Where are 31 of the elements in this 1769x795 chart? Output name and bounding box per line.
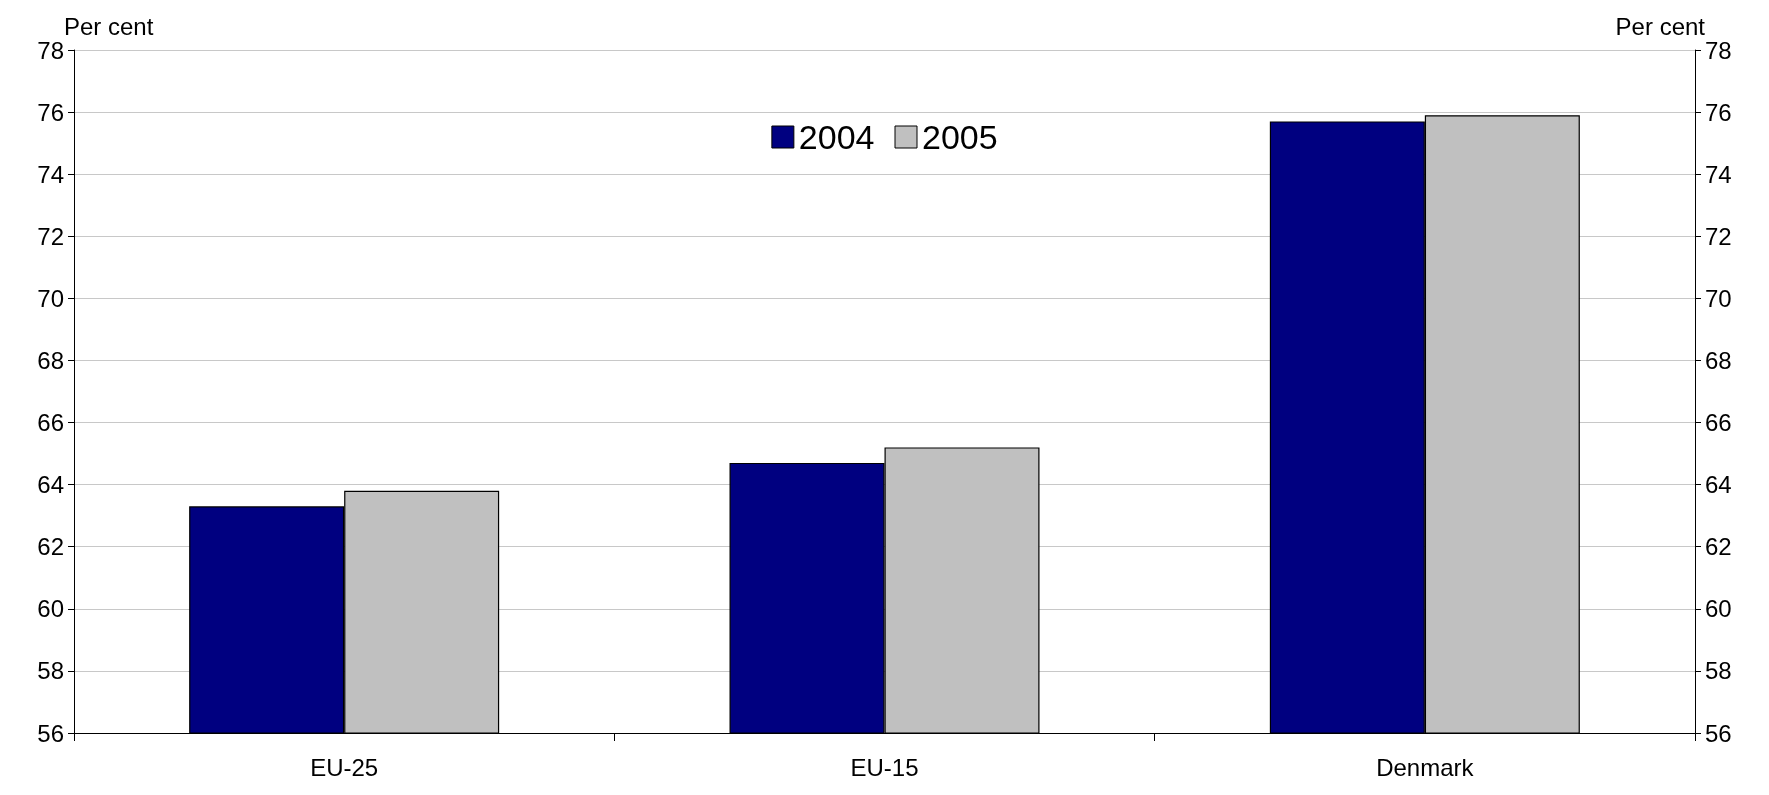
y2-tick-label: 56 (1705, 719, 1732, 747)
y2-tick-label: 68 (1705, 346, 1732, 374)
legend-label: 2004 (798, 118, 875, 156)
y2-tick-label: 66 (1705, 409, 1732, 437)
x-tick-label: Denmark (1376, 753, 1475, 781)
y2-tick-label: 58 (1705, 657, 1732, 685)
y-tick-label: 68 (37, 346, 64, 374)
y2-tick-label: 72 (1705, 222, 1732, 250)
y-tick-label: 62 (37, 533, 64, 561)
y-tick-label: 76 (37, 98, 64, 126)
y-axis-title: Per cent (64, 12, 154, 40)
y2-tick-label: 70 (1705, 284, 1732, 312)
y-tick-label: 64 (37, 471, 64, 499)
y-tick-label: 72 (37, 222, 64, 250)
legend-label: 2005 (922, 118, 998, 156)
y-tick-label: 70 (37, 284, 64, 312)
y-tick-label: 78 (37, 36, 64, 64)
y2-axis-title: Per cent (1615, 12, 1706, 40)
y-tick-label: 58 (37, 657, 64, 685)
y2-tick-label: 78 (1705, 36, 1732, 64)
y2-tick-label: 60 (1705, 595, 1732, 623)
x-tick-label: EU-15 (850, 753, 919, 781)
y-tick-label: 60 (37, 595, 64, 623)
y2-tick-label: 74 (1705, 160, 1732, 188)
y2-tick-label: 64 (1705, 471, 1732, 499)
y-tick-label: 66 (37, 409, 64, 437)
x-tick-label: EU-25 (310, 753, 379, 781)
y-tick-label: 74 (37, 160, 64, 188)
y2-tick-label: 76 (1705, 98, 1732, 126)
y-tick-label: 56 (37, 719, 64, 747)
y2-tick-label: 62 (1705, 533, 1732, 561)
